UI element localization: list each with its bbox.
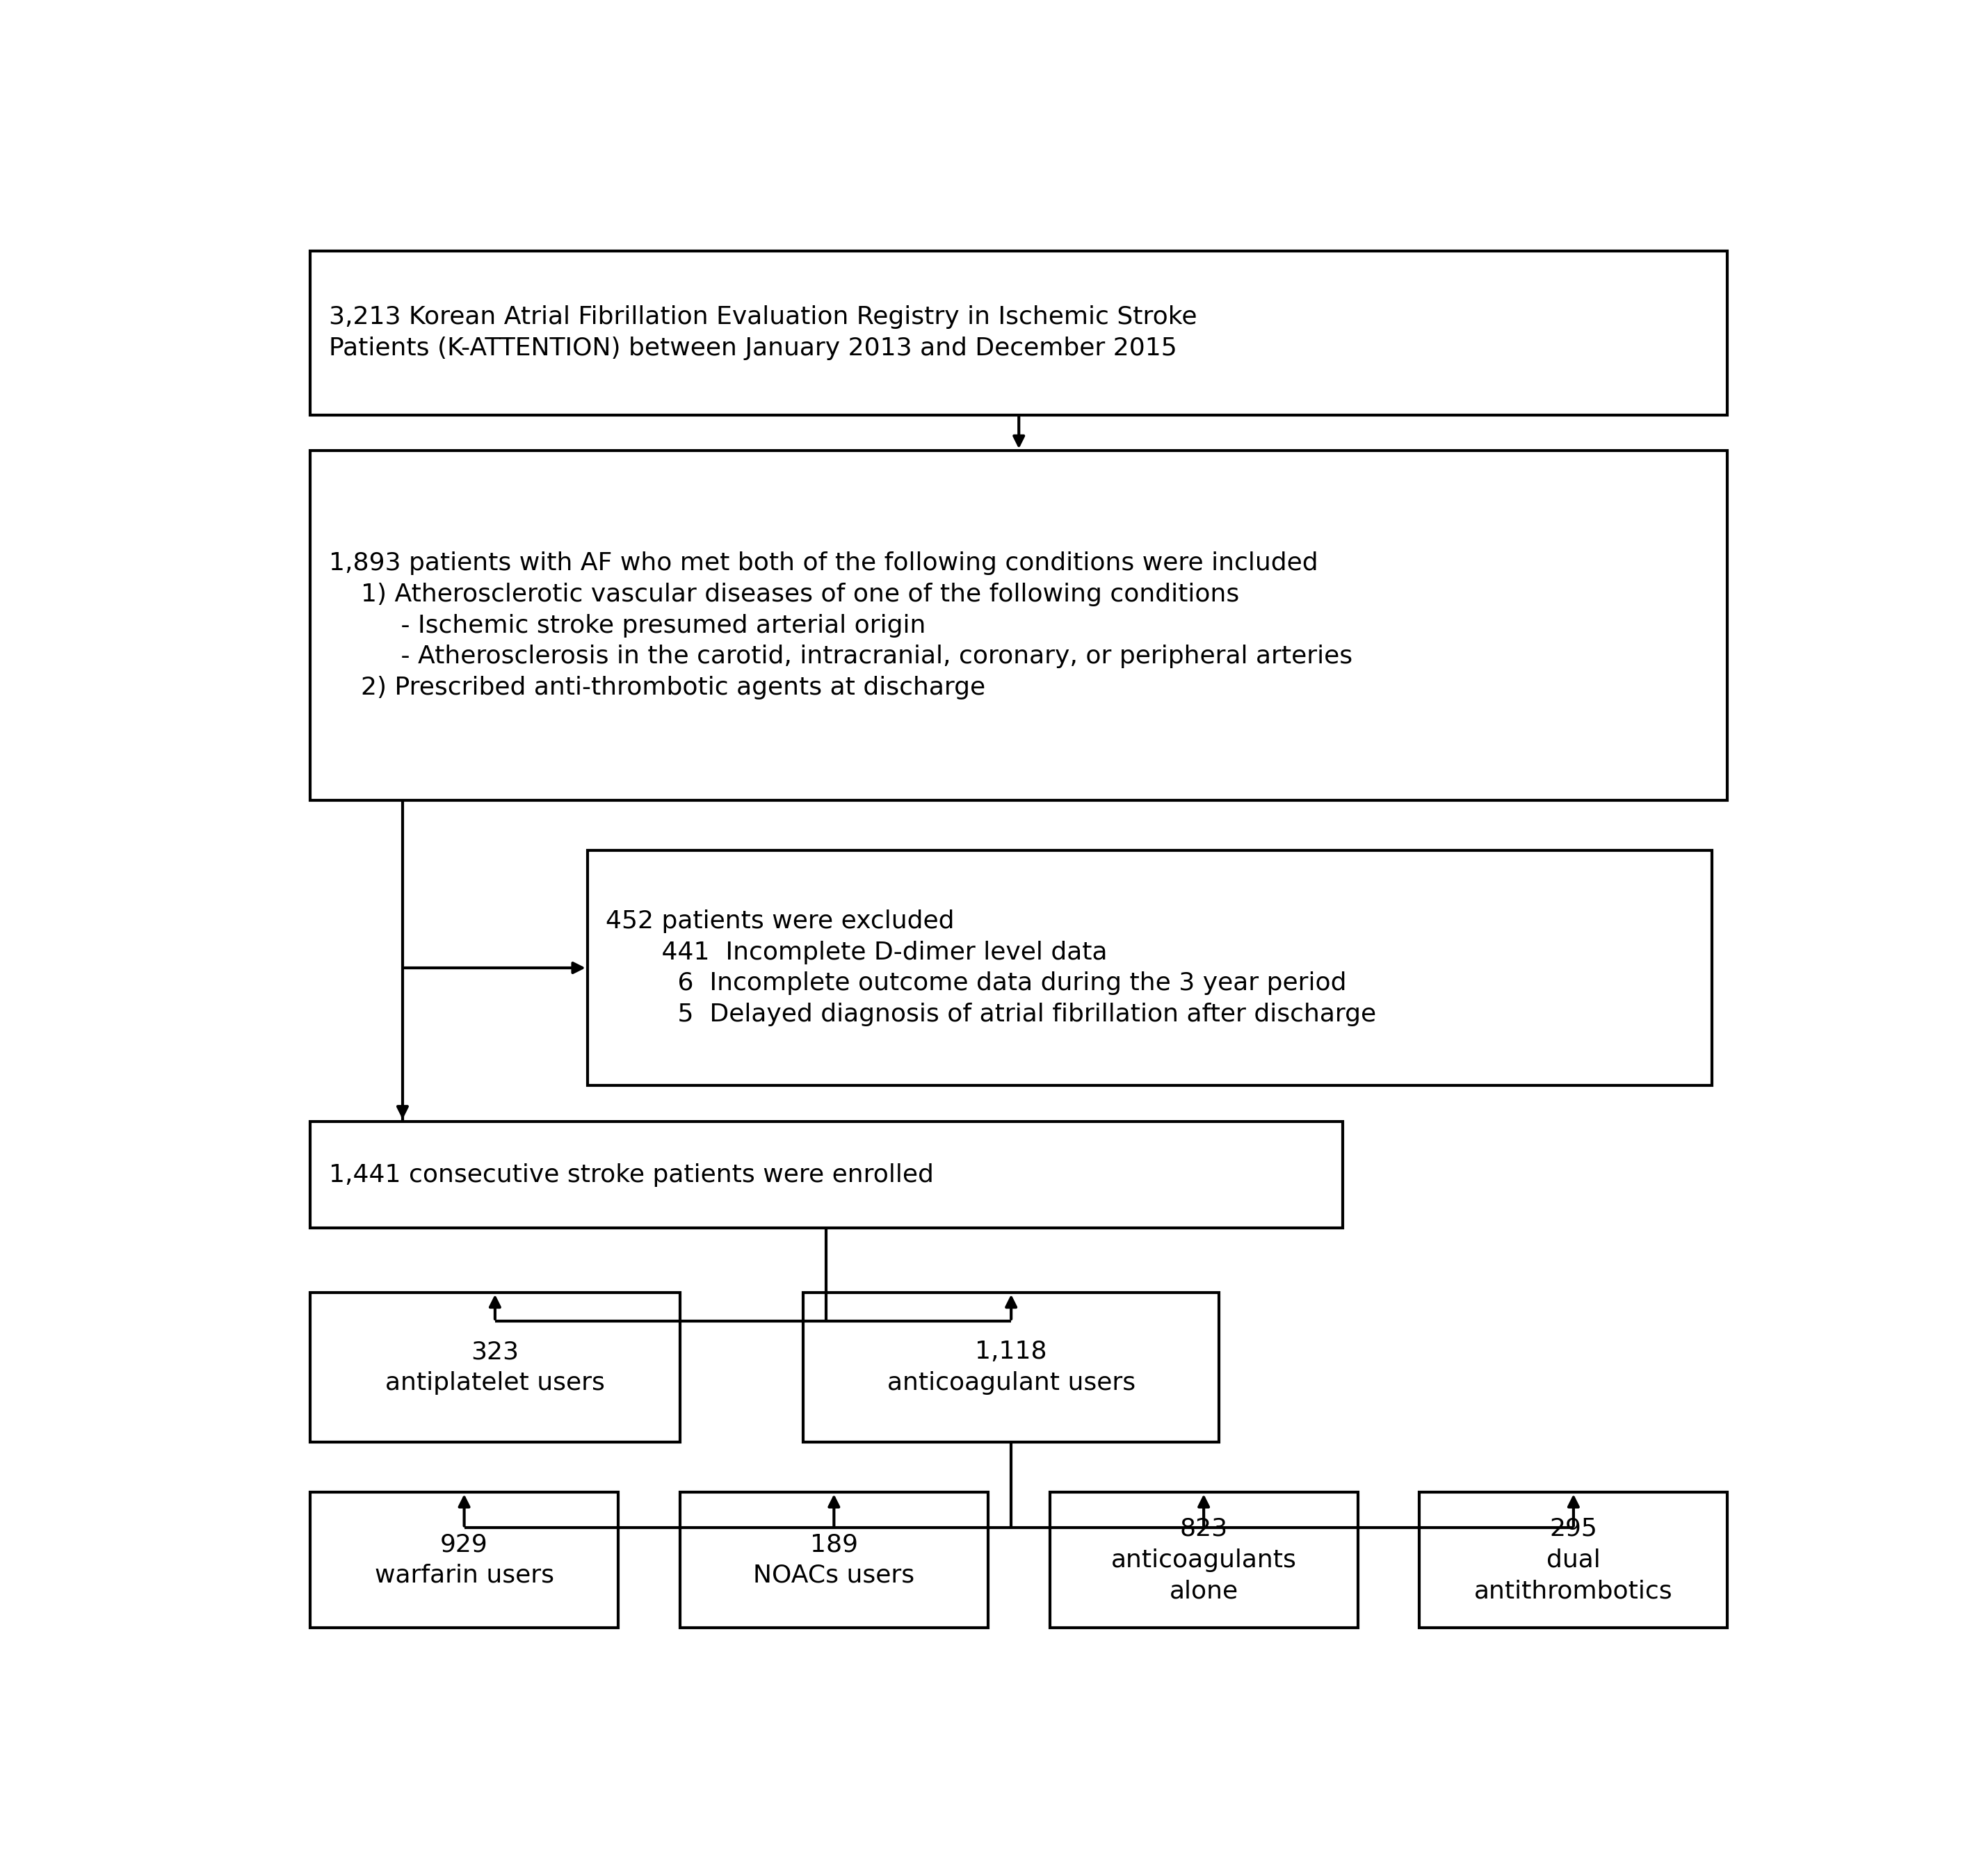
Text: 189
NOACs users: 189 NOACs users bbox=[753, 1532, 914, 1588]
Text: 823
anticoagulants
alone: 823 anticoagulants alone bbox=[1111, 1518, 1296, 1603]
FancyBboxPatch shape bbox=[310, 450, 1728, 800]
Text: 452 patients were excluded
       441  Incomplete D-dimer level data
         6 : 452 patients were excluded 441 Incomplet… bbox=[606, 910, 1376, 1027]
Text: 295
dual
antithrombotics: 295 dual antithrombotics bbox=[1475, 1518, 1672, 1603]
Text: 929
warfarin users: 929 warfarin users bbox=[374, 1532, 555, 1588]
FancyBboxPatch shape bbox=[310, 1121, 1342, 1229]
Text: 1,118
anticoagulant users: 1,118 anticoagulant users bbox=[887, 1340, 1135, 1395]
FancyBboxPatch shape bbox=[803, 1293, 1219, 1442]
FancyBboxPatch shape bbox=[680, 1492, 988, 1627]
Text: 323
antiplatelet users: 323 antiplatelet users bbox=[386, 1340, 604, 1395]
FancyBboxPatch shape bbox=[1419, 1492, 1728, 1627]
FancyBboxPatch shape bbox=[1050, 1492, 1358, 1627]
FancyBboxPatch shape bbox=[310, 250, 1728, 415]
Text: 1,441 consecutive stroke patients were enrolled: 1,441 consecutive stroke patients were e… bbox=[328, 1164, 934, 1186]
Text: 3,213 Korean Atrial Fibrillation Evaluation Registry in Ischemic Stroke
Patients: 3,213 Korean Atrial Fibrillation Evaluat… bbox=[328, 306, 1197, 359]
FancyBboxPatch shape bbox=[310, 1293, 680, 1442]
FancyBboxPatch shape bbox=[588, 851, 1712, 1086]
Text: 1,893 patients with AF who met both of the following conditions were included
  : 1,893 patients with AF who met both of t… bbox=[328, 552, 1352, 700]
FancyBboxPatch shape bbox=[310, 1492, 618, 1627]
